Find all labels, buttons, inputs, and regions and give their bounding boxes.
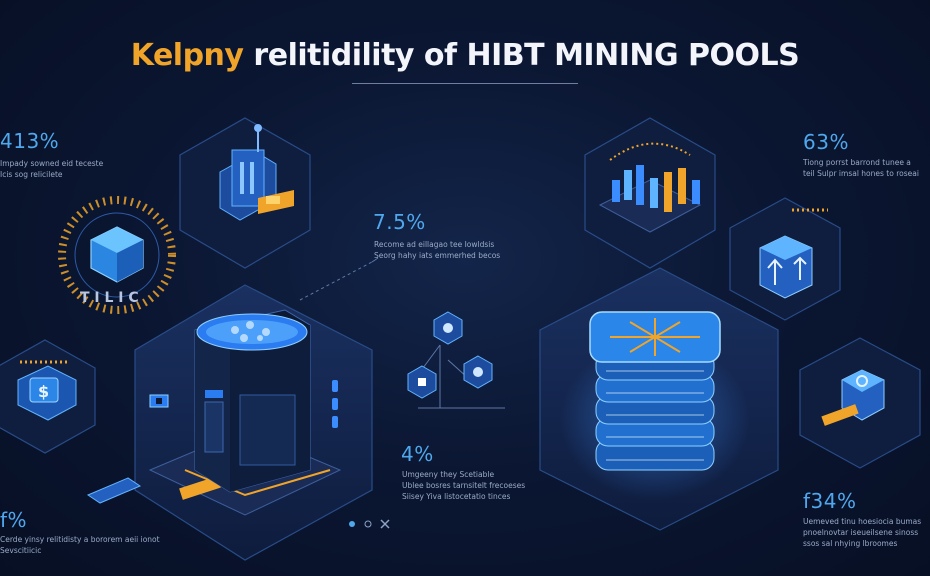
storage-stack-panel <box>539 267 779 531</box>
server-hex-panel <box>179 117 311 269</box>
cube-label: T I L I C <box>80 290 139 306</box>
close-icon <box>380 519 390 529</box>
title-highlight: Kelpny <box>130 38 254 73</box>
network-nodes <box>407 311 493 399</box>
stat-value-6: f% <box>0 508 28 532</box>
stat-desc-1: Impady sowned eid teceste Icis sog relic… <box>0 159 104 179</box>
cube-gauge-icon <box>58 196 176 314</box>
page-title: Kelpny relitidility of HIBT MINING POOLS <box>0 38 930 73</box>
stat-value-1: 413% <box>0 129 60 153</box>
box-icon <box>364 520 372 528</box>
stat-desc-2: Recome ad eillagao tee Iowldsis Seorg ha… <box>374 240 501 260</box>
stat-desc-3: Tiong porrst barrond tunee a teil Sulpr … <box>803 158 919 178</box>
stat-value-2: 7.5% <box>373 210 426 234</box>
tablet-icon <box>86 477 142 504</box>
storage-disks <box>589 311 721 471</box>
footer-icons <box>349 519 390 529</box>
title-rest: relitidility of HIBT MINING POOLS <box>253 38 800 73</box>
arrow-hex-panel <box>729 197 841 321</box>
small-box-icon <box>149 394 169 408</box>
mining-rig-panel <box>134 284 373 561</box>
stat-value-3: 63% <box>803 130 849 154</box>
box-hex-panel <box>799 337 921 469</box>
pin-icon <box>349 521 355 527</box>
svg-text:$: $ <box>38 382 49 401</box>
stat-desc-5: Uemeved tinu hoesiocia bumas pnoelnovtar… <box>803 517 922 548</box>
stat-desc-4: Umgeeny they Scetiable Ublee bosres tarn… <box>402 470 526 501</box>
dollar-hex-panel: $ <box>0 339 96 454</box>
stat-desc-6: Cerde yinsy relitidisty a bororem aeii i… <box>0 535 160 555</box>
title-underline <box>352 83 578 84</box>
stat-value-4: 4% <box>401 442 434 466</box>
chart-hex-panel <box>584 117 716 269</box>
stat-value-5: f34% <box>803 489 857 513</box>
